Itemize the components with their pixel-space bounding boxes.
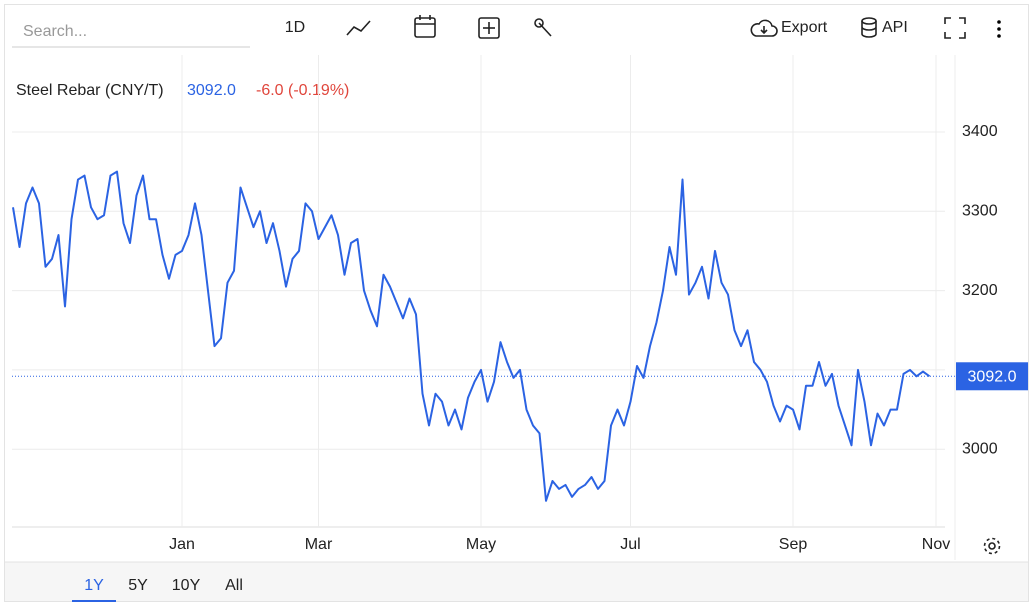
frame — [4, 4, 1029, 602]
x-tick-label: Jan — [169, 536, 195, 553]
range-button[interactable]: All — [225, 577, 243, 594]
settings-tool-icon[interactable] — [534, 18, 552, 37]
search-placeholder: Search... — [23, 23, 87, 40]
y-tick-label: 3200 — [962, 282, 998, 299]
chart-title: Steel Rebar (CNY/T) — [16, 82, 164, 99]
range-button[interactable]: 5Y — [128, 577, 148, 594]
x-tick-label: Jul — [620, 536, 640, 553]
current-price-box — [956, 362, 1028, 391]
header-price: 3092.0 — [187, 82, 236, 99]
add-icon[interactable] — [478, 17, 500, 39]
x-tick-label: May — [466, 536, 496, 553]
fullscreen-icon[interactable] — [944, 17, 966, 39]
header-change: -6.0 (-0.19%) — [256, 82, 349, 99]
export-button[interactable]: Export — [750, 19, 828, 37]
range-button[interactable]: 1Y — [84, 577, 104, 594]
y-tick-label: 3400 — [962, 123, 998, 140]
api-button[interactable]: API — [861, 17, 908, 38]
search-box[interactable]: Search... — [12, 23, 250, 48]
price-line — [12, 170, 931, 502]
y-tick-label: 3000 — [962, 440, 998, 457]
x-tick-label: Sep — [779, 536, 808, 553]
calendar-icon[interactable] — [414, 15, 436, 38]
current-price-label: 3092.0 — [968, 368, 1017, 385]
export-label: Export — [781, 19, 828, 36]
range-button[interactable]: 10Y — [172, 577, 201, 594]
chart-type-icon[interactable] — [346, 20, 371, 36]
interval-button[interactable]: 1D — [285, 19, 305, 36]
api-label: API — [882, 19, 908, 36]
gear-icon[interactable] — [983, 537, 1001, 555]
menu-icon[interactable] — [997, 20, 1001, 38]
x-tick-label: Mar — [305, 536, 333, 553]
x-tick-label: Nov — [922, 536, 950, 553]
y-tick-label: 3300 — [962, 202, 998, 219]
range-bar — [5, 562, 1028, 601]
